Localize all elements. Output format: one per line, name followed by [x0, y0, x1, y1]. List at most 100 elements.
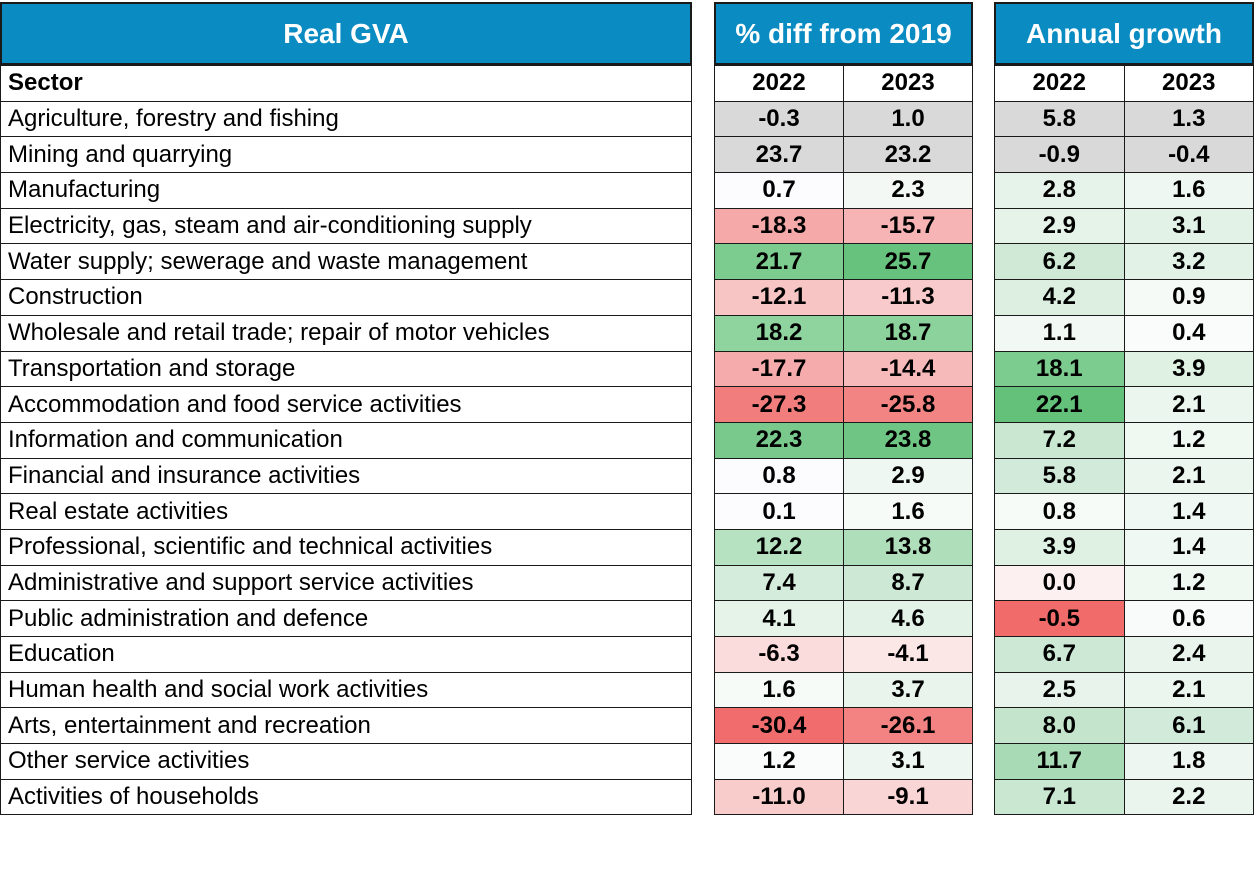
diff-value-2023-cell: 2.9 — [843, 457, 973, 495]
growth-value-2023-cell: 3.9 — [1123, 350, 1254, 388]
diff-value-2023-cell: 23.2 — [843, 136, 973, 174]
sector-row: Construction — [0, 279, 692, 316]
growth-row: -0.5 0.6 — [994, 600, 1254, 637]
sector-column-header: Sector — [0, 65, 692, 102]
growth-row: 2.5 2.1 — [994, 671, 1254, 709]
growth-value-2023-cell: 0.4 — [1123, 314, 1254, 352]
diff-value-2023-cell: 4.6 — [843, 600, 973, 637]
diff-value-2022-cell: 21.7 — [714, 243, 844, 281]
diff-value-2022-cell: 0.7 — [714, 172, 844, 209]
diff-row: 21.7 25.7 — [714, 243, 973, 281]
diff-value-2022-cell: -12.1 — [714, 279, 844, 316]
diff-value-2023-cell: -25.8 — [843, 386, 973, 423]
growth-value-2022-cell: 0.8 — [994, 493, 1125, 530]
diff-value-2023-cell: 3.1 — [843, 743, 973, 780]
sector-name-cell: Information and communication — [0, 421, 692, 459]
diff-value-2022-cell: 22.3 — [714, 421, 844, 459]
growth-value-2022-cell: 22.1 — [994, 386, 1125, 423]
sector-name-cell: Professional, scientific and technical a… — [0, 528, 692, 566]
diff-row: 18.2 18.7 — [714, 314, 973, 352]
growth-value-2023-cell: 2.4 — [1123, 636, 1254, 673]
growth-row: 3.9 1.4 — [994, 528, 1254, 566]
sector-panel: Real GVA Sector Agriculture, forestry and… — [0, 2, 692, 816]
growth-row: -0.9 -0.4 — [994, 136, 1254, 174]
sector-subheader-row: Sector — [0, 65, 692, 102]
diff-value-2023-cell: 8.7 — [843, 564, 973, 602]
sector-row: Electricity, gas, steam and air-conditio… — [0, 207, 692, 245]
growth-value-2023-cell: 1.4 — [1123, 528, 1254, 566]
diff-value-2022-cell: -6.3 — [714, 636, 844, 673]
diff-row: 1.2 3.1 — [714, 743, 973, 780]
growth-value-2023-cell: 0.9 — [1123, 279, 1254, 316]
sector-row: Transportation and storage — [0, 350, 692, 388]
sector-name-cell: Human health and social work activities — [0, 671, 692, 709]
diff-value-2022-cell: 7.4 — [714, 564, 844, 602]
growth-table: 2022 2023 5.8 1.3 -0.9 -0.4 2.8 1.6 2.9 3.1 6.2 3.2… — [994, 65, 1254, 816]
diff-row: -12.1 -11.3 — [714, 279, 973, 316]
growth-value-2022-cell: -0.9 — [994, 136, 1125, 174]
growth-row: 22.1 2.1 — [994, 386, 1254, 423]
sector-row: Education — [0, 636, 692, 673]
sector-row: Accommodation and food service activitie… — [0, 386, 692, 423]
growth-value-2023-cell: 1.4 — [1123, 493, 1254, 530]
diff-value-2022-cell: -0.3 — [714, 100, 844, 138]
growth-value-2022-cell: 7.2 — [994, 421, 1125, 459]
diff-value-2022-cell: -30.4 — [714, 707, 844, 745]
diff-row: 22.3 23.8 — [714, 421, 973, 459]
growth-value-2022-cell: 1.1 — [994, 314, 1125, 352]
sector-row: Professional, scientific and technical a… — [0, 528, 692, 566]
diff-table: 2022 2023 -0.3 1.0 23.7 23.2 0.7 2.3 -18.3 -15.7 2… — [714, 65, 973, 816]
growth-row: 0.0 1.2 — [994, 564, 1254, 602]
growth-value-2022-cell: 6.7 — [994, 636, 1125, 673]
growth-row: 2.9 3.1 — [994, 207, 1254, 245]
growth-value-2022-cell: 7.1 — [994, 778, 1125, 816]
growth-row: 7.1 2.2 — [994, 778, 1254, 816]
sector-name-cell: Education — [0, 636, 692, 673]
growth-value-2022-cell: 18.1 — [994, 350, 1125, 388]
diff-row: 7.4 8.7 — [714, 564, 973, 602]
diff-value-2022-cell: 0.1 — [714, 493, 844, 530]
growth-value-2022-cell: 5.8 — [994, 100, 1125, 138]
growth-value-2022-cell: 5.8 — [994, 457, 1125, 495]
diff-value-2023-cell: 23.8 — [843, 421, 973, 459]
growth-value-2022-cell: 11.7 — [994, 743, 1125, 780]
diff-value-2022-cell: -18.3 — [714, 207, 844, 245]
growth-value-2023-cell: 1.2 — [1123, 421, 1254, 459]
growth-row: 6.7 2.4 — [994, 636, 1254, 673]
diff-row: 4.1 4.6 — [714, 600, 973, 637]
diff-row: 23.7 23.2 — [714, 136, 973, 174]
diff-value-2022-cell: -17.7 — [714, 350, 844, 388]
diff-value-2022-cell: 12.2 — [714, 528, 844, 566]
sector-row: Real estate activities — [0, 493, 692, 530]
diff-value-2023-cell: 25.7 — [843, 243, 973, 281]
sector-name-cell: Public administration and defence — [0, 600, 692, 637]
real-gva-header: Real GVA — [0, 2, 692, 65]
sector-row: Financial and insurance activities — [0, 457, 692, 495]
sector-row: Water supply; sewerage and waste managem… — [0, 243, 692, 281]
diff-value-2022-cell: 23.7 — [714, 136, 844, 174]
diff-row: 0.8 2.9 — [714, 457, 973, 495]
growth-value-2022-cell: 0.0 — [994, 564, 1125, 602]
sector-row: Agriculture, forestry and fishing — [0, 100, 692, 138]
growth-row: 6.2 3.2 — [994, 243, 1254, 281]
sector-name-cell: Arts, entertainment and recreation — [0, 707, 692, 745]
diff-value-2023-cell: -4.1 — [843, 636, 973, 673]
diff-row: -30.4 -26.1 — [714, 707, 973, 745]
growth-value-2022-cell: 4.2 — [994, 279, 1125, 316]
diff-row: -18.3 -15.7 — [714, 207, 973, 245]
diff-year-header-row: 2022 2023 — [714, 65, 973, 102]
growth-row: 1.1 0.4 — [994, 314, 1254, 352]
diff-panel: % diff from 2019 2022 2023 -0.3 1.0 23.7 23.2… — [714, 2, 973, 816]
diff-value-2023-cell: -15.7 — [843, 207, 973, 245]
diff-value-2022-cell: -27.3 — [714, 386, 844, 423]
sector-name-cell: Financial and insurance activities — [0, 457, 692, 495]
growth-value-2023-cell: 1.8 — [1123, 743, 1254, 780]
growth-value-2022-cell: 2.5 — [994, 671, 1125, 709]
sector-name-cell: Electricity, gas, steam and air-conditio… — [0, 207, 692, 245]
diff-row: -0.3 1.0 — [714, 100, 973, 138]
growth-year-header-row: 2022 2023 — [994, 65, 1254, 102]
growth-value-2023-cell: 1.2 — [1123, 564, 1254, 602]
growth-row: 11.7 1.8 — [994, 743, 1254, 780]
growth-value-2022-cell: -0.5 — [994, 600, 1125, 637]
sector-row: Mining and quarrying — [0, 136, 692, 174]
